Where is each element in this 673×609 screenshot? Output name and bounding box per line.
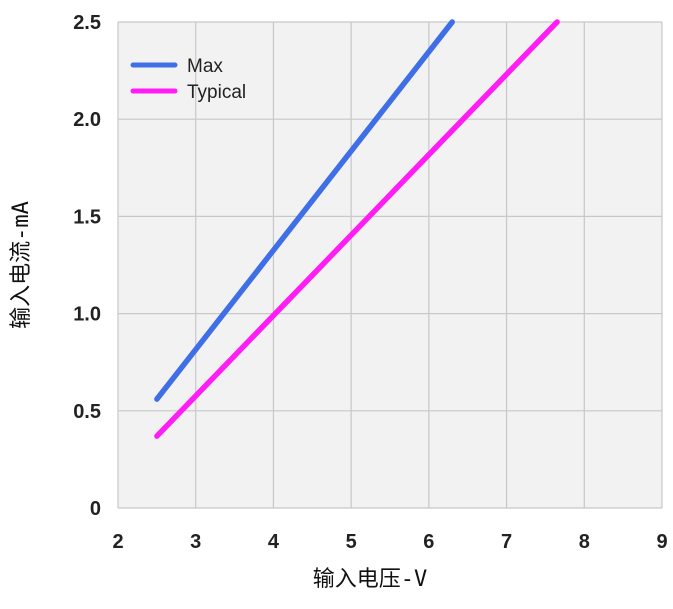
x-tick-label: 7: [501, 531, 512, 553]
y-tick-label: 2.5: [73, 12, 101, 34]
y-tick-label: 0.5: [73, 401, 101, 423]
y-tick-label: 2.0: [73, 109, 101, 131]
grid: [117, 21, 663, 509]
x-tick-label: 6: [423, 531, 434, 553]
legend-label-max: Max: [187, 56, 223, 77]
y-tick-label: 0: [90, 498, 101, 520]
y-axis-title: 输入电流-mA: [9, 201, 34, 329]
x-tick-label: 8: [579, 531, 590, 553]
y-tick-label: 1.5: [73, 206, 101, 228]
series-line-typical: [154, 19, 560, 439]
y-tick-label: 1.0: [73, 304, 101, 326]
legend: Max Typical: [130, 56, 246, 103]
legend-label-typical: Typical: [187, 82, 246, 103]
x-tick-label: 2: [112, 531, 123, 553]
x-tick-label: 4: [268, 531, 280, 553]
x-tick-label: 5: [346, 531, 357, 553]
x-tick-label: 9: [656, 531, 667, 553]
series-lines: [154, 19, 560, 439]
x-tick-labels: 2 3 4 5 6 7 8 9: [112, 531, 667, 553]
series-line-max: [154, 19, 455, 402]
x-tick-label: 3: [190, 531, 201, 553]
y-tick-labels: 0 0.5 1.0 1.5 2.0 2.5: [73, 12, 101, 520]
x-axis-title: 输入电压-V: [313, 567, 428, 592]
